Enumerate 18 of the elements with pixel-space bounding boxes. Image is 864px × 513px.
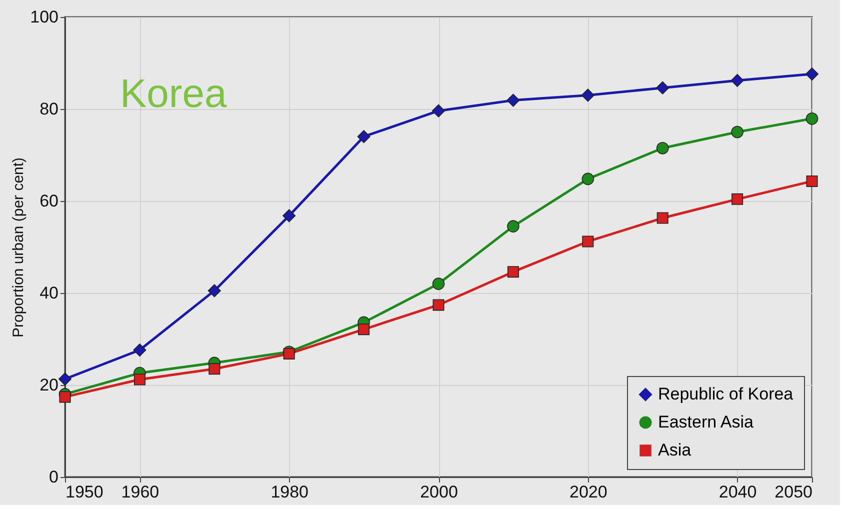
x-tick-label: 1950 <box>66 482 104 502</box>
y-tick-label: 100 <box>30 8 58 26</box>
y-tick-label: 0 <box>49 468 58 486</box>
y-tick-label: 60 <box>40 192 58 210</box>
x-tick-label: 2000 <box>420 482 458 502</box>
x-tick-label: 2040 <box>718 482 757 502</box>
x-tick-label: 1960 <box>121 482 160 502</box>
legend-label: Asia <box>658 440 692 460</box>
y-axis-title: Proportion urban (per cent) <box>10 157 28 338</box>
x-tick-label: 2050 <box>774 482 812 502</box>
y-tick-label: 20 <box>40 376 58 394</box>
legend-label: Republic of Korea <box>658 384 794 404</box>
x-tick-label: 2020 <box>569 482 608 502</box>
x-tick-label: 1980 <box>270 482 309 502</box>
y-tick-label: 40 <box>40 284 58 302</box>
annotation: Korea <box>120 72 228 116</box>
legend-label: Eastern Asia <box>658 412 754 432</box>
y-tick-label: 80 <box>40 100 58 118</box>
